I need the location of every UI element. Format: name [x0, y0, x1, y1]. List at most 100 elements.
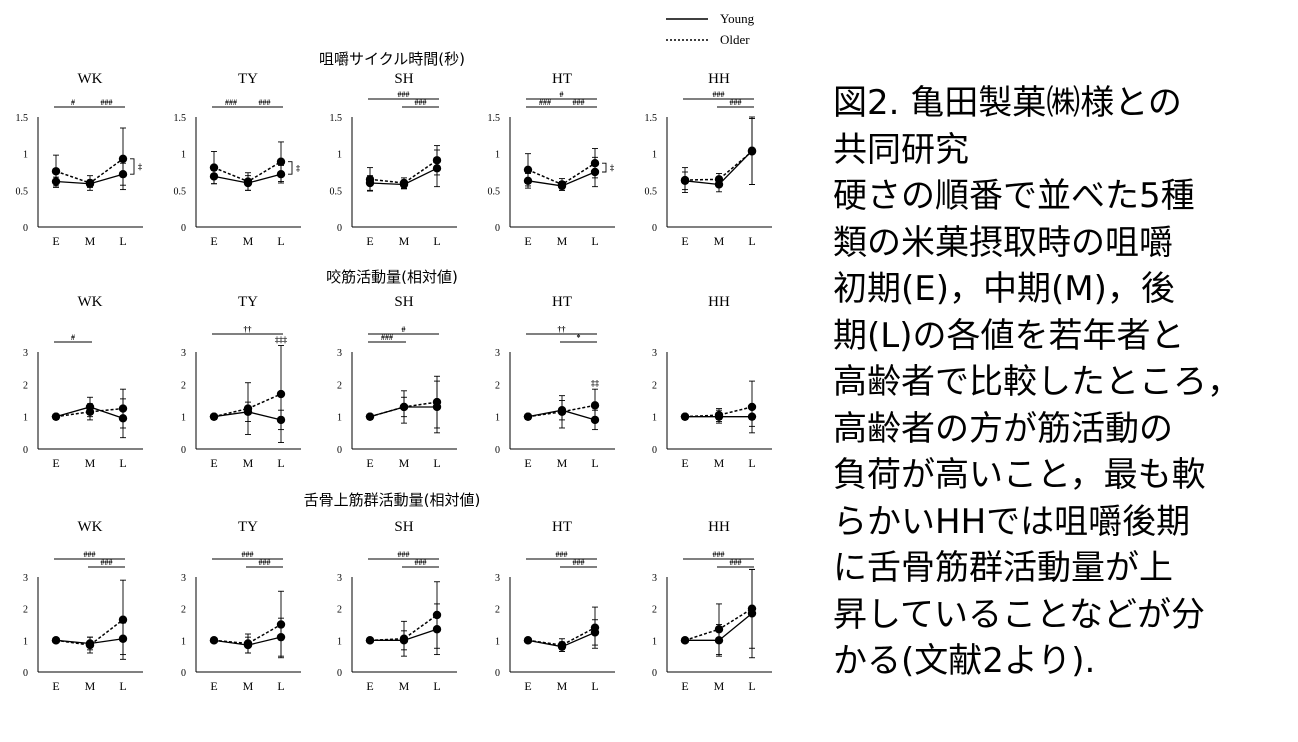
- older-point: [365, 175, 375, 184]
- y-tick-label: 0: [181, 668, 186, 679]
- older-point: [399, 634, 409, 643]
- older-point: [432, 156, 442, 165]
- panel-title: HH: [708, 294, 730, 310]
- y-tick-label: 1: [23, 150, 28, 161]
- older-series-line: [369, 614, 438, 642]
- panel-title: HT: [552, 294, 572, 310]
- x-tick-label: E: [681, 456, 688, 470]
- y-tick-label: 1.5: [330, 113, 343, 124]
- older-point: [51, 167, 61, 176]
- older-point: [85, 407, 95, 417]
- young-point: [590, 415, 600, 425]
- young-point: [432, 625, 442, 634]
- group-difference-label: ‡: [296, 164, 300, 173]
- chart-row: 舌骨上筋群活動量(相対値) WK 0 1 2 3 E M L ### ### TY 0 1 2 3 E M L ###…: [23, 491, 772, 693]
- y-tick-label: 0: [181, 445, 186, 456]
- older-series-line: [213, 623, 282, 645]
- row-title: 舌骨上筋群活動量(相対値): [304, 491, 481, 509]
- x-tick-label: E: [366, 456, 373, 470]
- y-tick-label: 1: [337, 636, 342, 647]
- y-tick-label: 1: [652, 150, 657, 161]
- older-point: [51, 636, 61, 645]
- y-tick-label: 0: [652, 445, 657, 456]
- older-point: [747, 147, 757, 156]
- x-tick-label: L: [433, 456, 440, 470]
- x-tick-label: M: [243, 679, 254, 693]
- chart-panel: WK 0 1 2 3 E M L #: [23, 294, 143, 470]
- chart-panel: WK 0 1 2 3 E M L ### ###: [23, 519, 143, 693]
- x-tick-label: E: [52, 456, 59, 470]
- caption-line: 昇していることなどが分: [833, 594, 1205, 635]
- significance-label: ###: [573, 98, 585, 107]
- x-tick-label: E: [210, 234, 217, 248]
- young-point: [276, 415, 286, 425]
- y-tick-label: 0: [495, 223, 500, 234]
- x-tick-label: E: [210, 679, 217, 693]
- panel-title: WK: [78, 294, 103, 310]
- older-point: [432, 397, 442, 407]
- group-difference-bracket: [130, 158, 135, 175]
- significance-label: #: [71, 333, 75, 342]
- older-point: [399, 402, 409, 412]
- y-tick-label: 1: [181, 150, 186, 161]
- x-tick-label: L: [591, 234, 598, 248]
- point-significance-label: ‡‡: [591, 379, 599, 388]
- y-tick-label: 2: [181, 605, 186, 616]
- y-tick-label: 1: [495, 636, 500, 647]
- young-point: [714, 636, 724, 645]
- y-tick-label: 0: [337, 445, 342, 456]
- y-tick-label: 0: [495, 668, 500, 679]
- y-tick-label: 0.5: [16, 186, 29, 197]
- panel-title: WK: [78, 71, 103, 87]
- x-tick-label: M: [85, 456, 96, 470]
- older-point: [209, 412, 219, 421]
- older-point: [714, 410, 724, 420]
- older-point: [432, 610, 442, 620]
- y-tick-label: 0: [495, 445, 500, 456]
- x-tick-label: M: [399, 234, 410, 248]
- caption-line: 類の米菓摂取時の咀嚼: [833, 222, 1173, 263]
- y-tick-label: 1.5: [174, 113, 187, 124]
- panel-title: SH: [394, 519, 413, 535]
- young-point: [276, 632, 286, 642]
- older-point: [523, 636, 533, 645]
- chart-panel: SH 0 0.5 1 1.5 E M L ### ###: [330, 71, 457, 248]
- y-tick-label: 3: [495, 348, 500, 359]
- x-tick-label: E: [524, 456, 531, 470]
- x-tick-label: L: [277, 234, 284, 248]
- x-tick-label: L: [119, 456, 126, 470]
- older-series-line: [213, 393, 282, 418]
- y-tick-label: 1: [181, 636, 186, 647]
- older-series-line: [55, 619, 124, 646]
- chart-panel: HT 0 1 2 3 E M L †† * ‡‡: [495, 294, 615, 470]
- older-series-line: [55, 407, 124, 418]
- y-tick-label: 2: [652, 380, 657, 391]
- young-point: [118, 414, 128, 423]
- older-point: [747, 402, 757, 412]
- y-tick-label: 3: [181, 348, 186, 359]
- chart-panel: TY 0 1 2 3 E M L ### ###: [181, 519, 301, 693]
- x-tick-label: L: [119, 234, 126, 248]
- older-point: [365, 412, 375, 421]
- significance-label: ###: [730, 558, 742, 567]
- panel-title: SH: [394, 294, 413, 310]
- x-tick-label: M: [557, 456, 568, 470]
- y-tick-label: 0: [23, 223, 28, 234]
- y-tick-label: 2: [181, 380, 186, 391]
- x-tick-label: L: [433, 234, 440, 248]
- older-point: [276, 389, 286, 399]
- group-difference-bracket: [602, 162, 607, 173]
- caption-line: に舌骨筋群活動量が上: [833, 548, 1173, 588]
- panel-title: HT: [552, 71, 572, 87]
- chart-panel: HH 0 1 2 3 E M L ### ###: [652, 519, 772, 693]
- caption-line: 期(L)の各値を若年者と: [833, 315, 1185, 356]
- panel-title: HH: [708, 71, 730, 87]
- x-tick-label: E: [52, 679, 59, 693]
- row-title: 咀嚼サイクル時間(秒): [319, 50, 465, 68]
- point-significance-label: ‡‡‡: [275, 336, 287, 345]
- chart-panel: HT 0 1 2 3 E M L ### ###: [495, 519, 615, 693]
- older-point: [714, 625, 724, 634]
